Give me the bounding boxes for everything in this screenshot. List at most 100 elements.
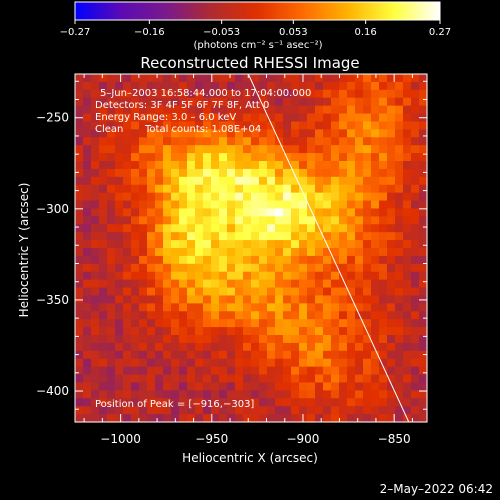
heatmap-cell (347, 176, 356, 186)
heatmap-cell (91, 208, 100, 217)
heatmap-cell (379, 366, 388, 376)
heatmap-cell (187, 271, 196, 281)
heatmap-cell (131, 287, 140, 297)
heatmap-cell (259, 145, 268, 154)
heatmap-cell (355, 295, 364, 304)
heatmap-cell (395, 81, 404, 91)
heatmap-cell (355, 342, 364, 352)
heatmap-cell (275, 176, 284, 186)
heatmap-cell (251, 97, 260, 107)
heatmap-cell (91, 398, 100, 407)
heatmap-cell (403, 113, 412, 123)
heatmap-cell (227, 232, 236, 241)
heatmap-cell (379, 255, 388, 265)
heatmap-cell (131, 398, 140, 407)
heatmap-cell (323, 414, 332, 423)
heatmap-cell (219, 192, 228, 202)
heatmap-cell (243, 311, 252, 320)
heatmap-cell (115, 319, 124, 328)
colorbar-tick-label: 0.27 (429, 27, 451, 38)
heatmap-cell (147, 240, 156, 249)
heatmap-cell (371, 342, 380, 352)
heatmap-cell (395, 406, 404, 415)
colorbar-tick-label: −0.16 (134, 27, 165, 38)
heatmap-cell (123, 105, 132, 115)
heatmap-cell (195, 200, 204, 210)
heatmap-cell (131, 255, 140, 265)
heatmap-cell (171, 161, 180, 170)
heatmap-cell (419, 342, 428, 352)
heatmap-cell (187, 129, 196, 138)
heatmap-cell (403, 350, 412, 360)
heatmap-cell (411, 216, 420, 225)
heatmap-cell (139, 168, 148, 178)
heatmap-cell (147, 287, 156, 297)
heatmap-cell (323, 121, 332, 130)
heatmap-cell (203, 248, 212, 257)
heatmap-cell (307, 145, 316, 154)
heatmap-cell (403, 327, 412, 336)
heatmap-cell (115, 374, 124, 384)
heatmap-cell (259, 374, 268, 384)
heatmap-cell (107, 287, 116, 297)
heatmap-cell (131, 216, 140, 225)
heatmap-cell (283, 335, 292, 344)
heatmap-cell (267, 398, 276, 407)
y-tick-label: −250 (36, 111, 69, 125)
heatmap-cell (243, 121, 252, 130)
heatmap-cell (91, 350, 100, 360)
heatmap-cell (171, 224, 180, 233)
heatmap-cell (139, 271, 148, 281)
heatmap-cell (371, 168, 380, 178)
heatmap-cell (283, 414, 292, 423)
heatmap-cell (387, 255, 396, 265)
heatmap-cell (163, 390, 172, 399)
heatmap-cell (323, 105, 332, 115)
heatmap-cell (299, 271, 308, 281)
heatmap-cell (123, 232, 132, 241)
heatmap-cell (99, 335, 108, 344)
heatmap-cell (411, 81, 420, 91)
heatmap-cell (171, 295, 180, 304)
heatmap-cell (163, 342, 172, 352)
heatmap-cell (315, 105, 324, 115)
heatmap-cell (283, 327, 292, 336)
heatmap-cell (91, 303, 100, 312)
heatmap-cell (147, 89, 156, 99)
heatmap-cell (211, 81, 220, 91)
heatmap-cell (163, 287, 172, 297)
heatmap-cell (371, 287, 380, 297)
heatmap-cell (115, 303, 124, 312)
heatmap-cell (347, 390, 356, 399)
heatmap-cell (259, 161, 268, 170)
heatmap-cell (379, 303, 388, 312)
heatmap-cell (403, 382, 412, 391)
heatmap-cell (107, 168, 116, 178)
heatmap-cell (171, 398, 180, 407)
heatmap-cell (267, 192, 276, 202)
heatmap-cell (411, 97, 420, 107)
heatmap-cell (387, 113, 396, 123)
heatmap-cell (75, 263, 84, 273)
heatmap-cell (195, 382, 204, 391)
heatmap-cell (155, 279, 164, 289)
heatmap-cell (235, 192, 244, 202)
heatmap-cell (283, 374, 292, 384)
heatmap-cell (411, 105, 420, 115)
heatmap-cell (99, 97, 108, 107)
heatmap-cell (291, 390, 300, 399)
heatmap-cell (331, 208, 340, 217)
heatmap-cell (299, 311, 308, 320)
heatmap-cell (123, 342, 132, 352)
heatmap-cell (379, 81, 388, 91)
heatmap-cell (331, 255, 340, 265)
heatmap-cell (355, 121, 364, 130)
heatmap-cell (139, 255, 148, 265)
heatmap-cell (235, 97, 244, 107)
heatmap-cell (339, 255, 348, 265)
heatmap-cell (251, 374, 260, 384)
heatmap-cell (403, 390, 412, 399)
heatmap-cell (299, 263, 308, 273)
heatmap-cell (379, 319, 388, 328)
